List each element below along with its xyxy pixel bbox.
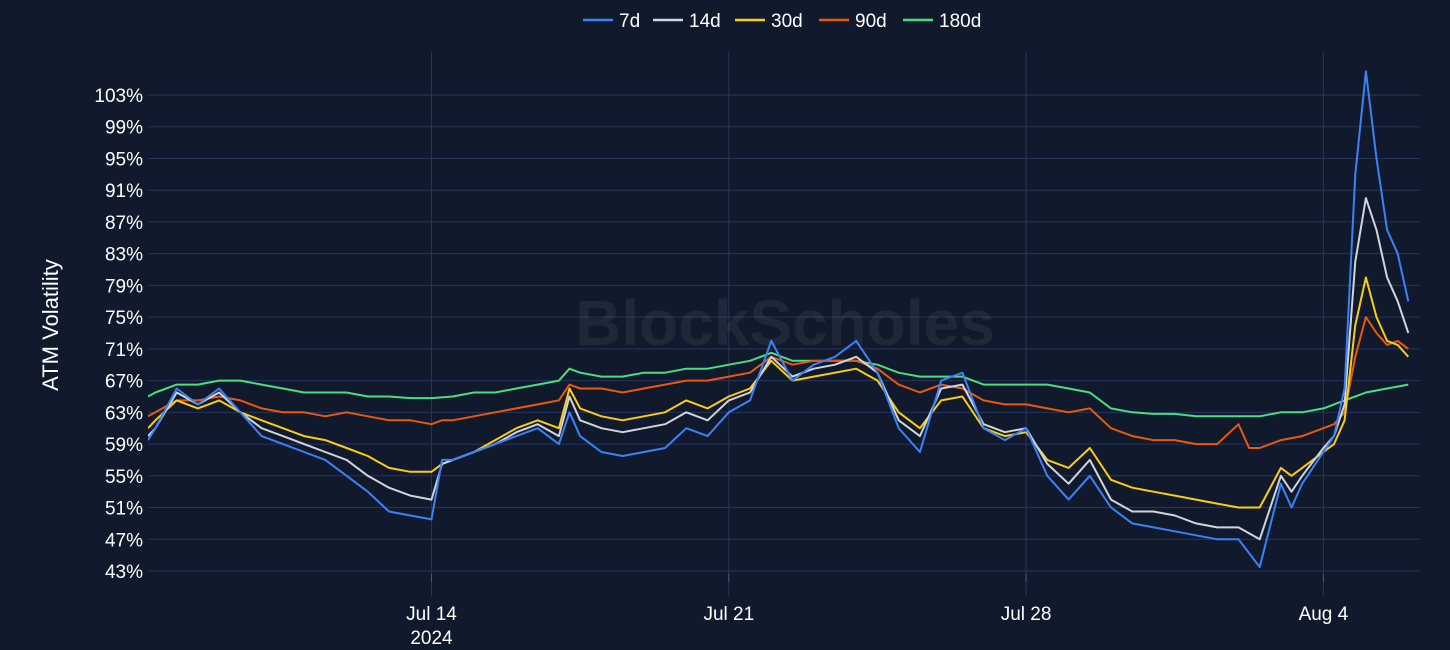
- legend-item-90d[interactable]: 90d: [819, 11, 887, 32]
- legend-item-180d[interactable]: 180d: [903, 11, 981, 32]
- x-tick-label: Jul 21: [703, 604, 754, 625]
- y-axis-title: ATM Volatility: [38, 259, 63, 391]
- legend-label: 180d: [939, 11, 981, 32]
- legend-item-30d[interactable]: 30d: [735, 11, 803, 32]
- legend-item-14d[interactable]: 14d: [653, 11, 721, 32]
- x-axis-ticks: Jul 14 2024 Jul 21 Jul 28 Aug 4: [406, 574, 1349, 649]
- series-line-7d: [148, 70, 1410, 568]
- legend-label: 14d: [689, 11, 721, 32]
- series-lines: [148, 70, 1410, 568]
- y-tick-label: 43%: [105, 562, 143, 583]
- x-tick-label: Jul 28: [1001, 604, 1052, 625]
- y-tick-label: 95%: [105, 149, 143, 170]
- x-tick-label: Jul 14: [406, 604, 457, 625]
- x-tick-label: Aug 4: [1299, 604, 1349, 625]
- legend-item-7d[interactable]: 7d: [583, 11, 640, 32]
- watermark: BlockScholes: [575, 287, 995, 359]
- y-tick-label: 99%: [105, 118, 143, 139]
- legend-label: 7d: [619, 11, 640, 32]
- series-line-30d: [148, 276, 1410, 509]
- y-tick-label: 103%: [94, 86, 143, 107]
- legend-label: 30d: [771, 11, 803, 32]
- y-tick-label: 71%: [105, 340, 143, 361]
- legend-label: 90d: [855, 11, 887, 32]
- x-tick-sublabel: 2024: [410, 628, 453, 649]
- y-tick-label: 63%: [105, 403, 143, 424]
- y-tick-label: 87%: [105, 213, 143, 234]
- series-line-180d: [148, 351, 1409, 418]
- y-tick-label: 51%: [105, 499, 143, 520]
- y-tick-label: 67%: [105, 372, 143, 393]
- legend[interactable]: 7d 14d 30d 90d 180d: [583, 11, 981, 32]
- y-tick-label: 91%: [105, 181, 143, 202]
- y-tick-label: 47%: [105, 530, 143, 551]
- y-tick-label: 75%: [105, 308, 143, 329]
- y-tick-label: 59%: [105, 435, 143, 456]
- y-tick-label: 83%: [105, 245, 143, 266]
- y-tick-label: 79%: [105, 276, 143, 297]
- gridlines: [148, 52, 1420, 596]
- series-line-90d: [148, 316, 1409, 449]
- y-axis-ticks: 43% 47% 51% 55% 59% 63% 67% 71% 75% 79% 83% 87% 91% 9…: [94, 86, 143, 583]
- y-tick-label: 55%: [105, 467, 143, 488]
